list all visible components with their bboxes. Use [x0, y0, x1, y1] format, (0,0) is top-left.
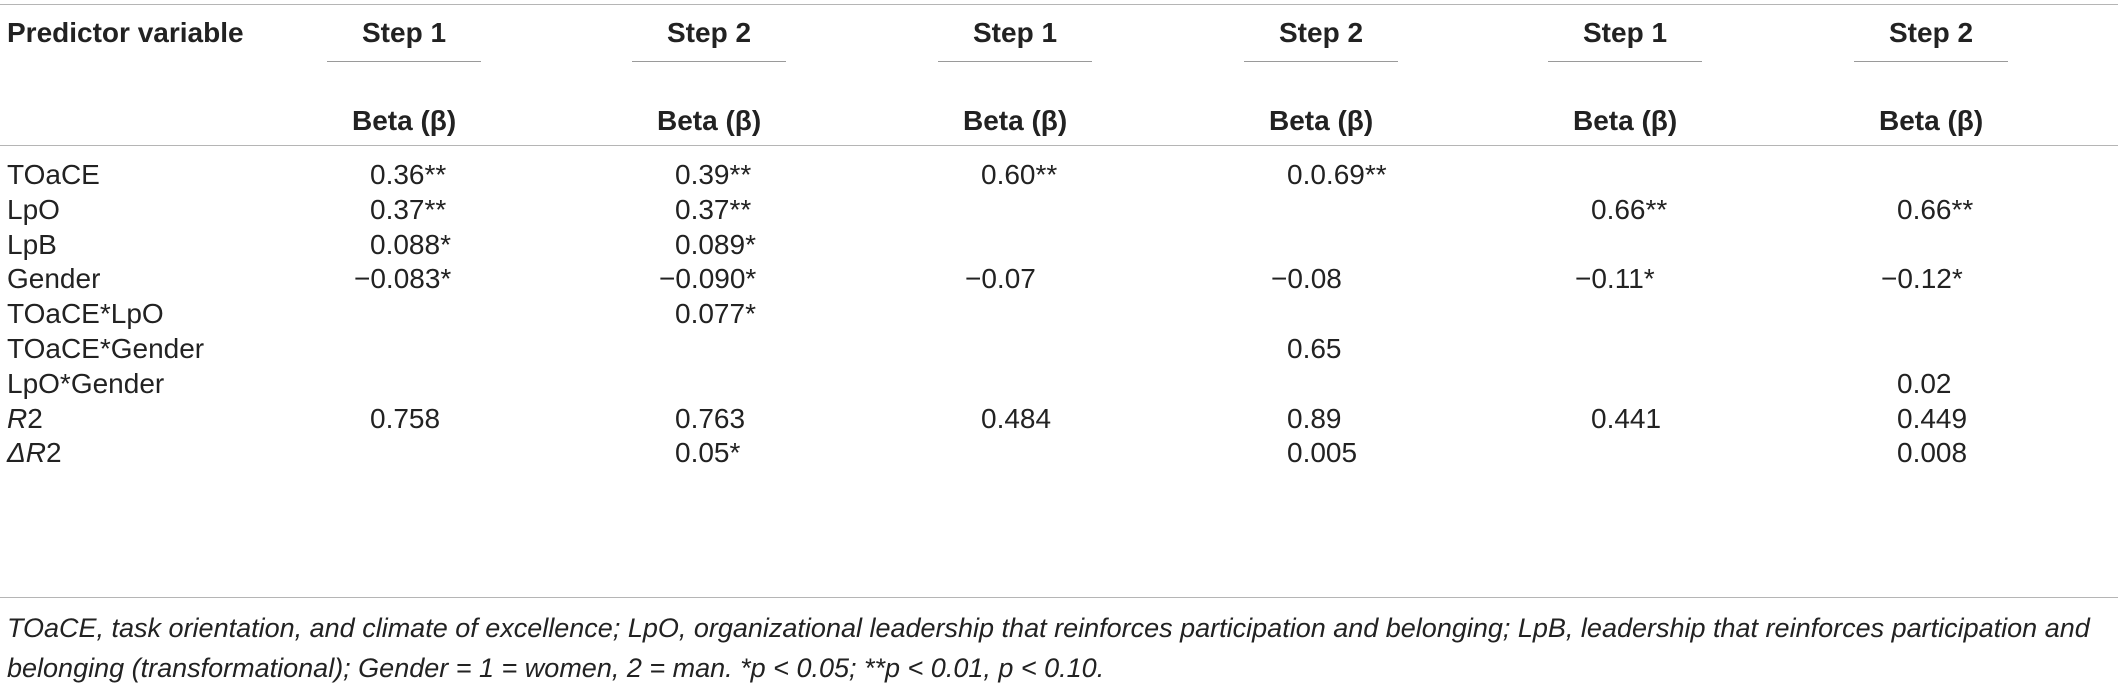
step-header: Step 1 — [973, 17, 1058, 48]
row-label: LpO — [7, 193, 60, 227]
table-cell: 0.449 — [1897, 402, 1968, 434]
step-underline — [938, 61, 1092, 62]
table-cell: 0.37** — [675, 193, 752, 225]
beta-header: Beta (β) — [352, 105, 457, 136]
step-underline — [1548, 61, 1702, 62]
table-cell: 0.005 — [1287, 437, 1358, 469]
table-cell: 0.37** — [370, 193, 447, 225]
table-header-rule — [0, 145, 2118, 146]
step-header: Step 1 — [362, 17, 447, 48]
row-label: LpO*Gender — [7, 367, 164, 401]
table-cell: −0.083* — [354, 263, 452, 295]
row-label: TOaCE*Gender — [7, 332, 204, 366]
step-header: Step 2 — [1279, 17, 1364, 48]
table-cell: 0.66** — [1591, 193, 1668, 225]
row-label: LpB — [7, 228, 57, 262]
row-label-text: LpO*Gender — [7, 367, 165, 399]
row-label-text: TOaCE*LpO — [7, 298, 164, 330]
table-cell: 0.36** — [370, 159, 447, 190]
step-header: Step 1 — [1583, 17, 1668, 48]
row-label: TOaCE — [7, 158, 100, 192]
row-label: TOaCE*LpO — [7, 297, 164, 331]
beta-header: Beta (β) — [657, 105, 762, 136]
row-label-text: TOaCE*Gender — [7, 333, 205, 364]
step-underline — [1854, 61, 2008, 62]
table-cell: 0.65 — [1287, 333, 1342, 364]
step-underline — [1244, 61, 1398, 62]
row-label-text: LpB — [7, 228, 57, 260]
table-cell: −0.11* — [1575, 263, 1655, 295]
table-top-rule — [0, 4, 2118, 5]
table-cell: 0.05* — [675, 437, 741, 469]
table-cell: −0.07 — [965, 263, 1036, 295]
beta-header: Beta (β) — [1879, 105, 1984, 136]
row-label: ΔR2 — [7, 436, 62, 470]
table-cell: 0.089* — [675, 228, 756, 260]
table-cell: 0.0.69** — [1287, 159, 1387, 190]
row-label: R2 — [7, 402, 43, 436]
step-underline — [327, 61, 481, 62]
table-cell: −0.08 — [1271, 263, 1342, 295]
table-cell: 0.02 — [1897, 367, 1952, 399]
step-header: Step 2 — [1889, 17, 1974, 48]
table-cell: 0.60** — [981, 159, 1058, 190]
row-label-text: LpO — [7, 193, 60, 225]
step-underline — [632, 61, 786, 62]
table-footnote: TOaCE, task orientation, and climate of … — [7, 613, 2090, 683]
table-cell: 0.89 — [1287, 402, 1342, 434]
beta-header: Beta (β) — [963, 105, 1068, 136]
table-cell: 0.763 — [675, 402, 746, 434]
predictor-variable-header: Predictor variable — [7, 17, 244, 48]
table-bottom-rule — [0, 597, 2118, 598]
row-label-italic: ΔR — [7, 437, 47, 469]
table-cell: 0.484 — [981, 402, 1052, 434]
table-cell: 0.758 — [370, 402, 441, 434]
beta-header: Beta (β) — [1573, 105, 1678, 136]
table-cell: 0.008 — [1897, 437, 1968, 469]
table-cell: 0.39** — [675, 159, 752, 190]
row-label-text: TOaCE — [7, 159, 100, 190]
step-header: Step 2 — [667, 17, 752, 48]
table-cell: 0.088* — [370, 228, 451, 260]
row-label-text: Gender — [7, 263, 101, 295]
table-cell: −0.090* — [659, 263, 757, 295]
table-cell: 0.66** — [1897, 193, 1974, 225]
table-cell: 0.077* — [675, 298, 756, 330]
table-cell: −0.12* — [1881, 263, 1963, 295]
row-label-text: 2 — [46, 437, 62, 469]
row-label-text: 2 — [27, 402, 43, 434]
beta-header: Beta (β) — [1269, 105, 1374, 136]
row-label-italic: R — [7, 402, 28, 434]
table-cell: 0.441 — [1591, 402, 1662, 434]
row-label: Gender — [7, 262, 100, 296]
